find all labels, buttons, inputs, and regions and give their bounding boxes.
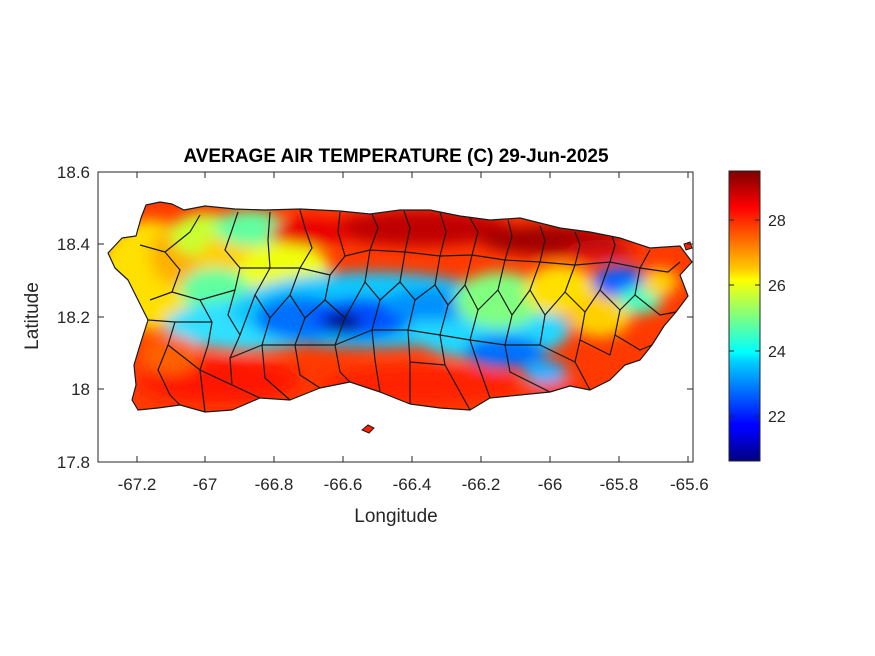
y-tick-label: 18.4 bbox=[57, 235, 90, 254]
x-tick-label: -67.2 bbox=[118, 475, 157, 494]
y-tick-label: 18 bbox=[71, 380, 90, 399]
temperature-field bbox=[108, 202, 692, 412]
y-axis-title: Latitude bbox=[22, 282, 43, 350]
y-tick-label: 17.8 bbox=[57, 453, 90, 472]
x-tick-label: -66 bbox=[538, 475, 563, 494]
x-axis: -67.2 -67 -66.8 -66.6 -66.4 -66.2 -66 -6… bbox=[118, 172, 709, 494]
plot-title: AVERAGE AIR TEMPERATURE (C) 29-Jun-2025 bbox=[183, 146, 609, 167]
colorbar: 28 26 24 22 bbox=[728, 170, 786, 462]
colorbar-tick-label: 24 bbox=[768, 344, 786, 361]
colorbar-tick-label: 22 bbox=[768, 409, 786, 426]
colorbar-tick-label: 28 bbox=[768, 213, 786, 230]
colorbar-gradient bbox=[728, 170, 761, 462]
x-tick-label: -66.8 bbox=[255, 475, 294, 494]
x-tick-label: -65.8 bbox=[600, 475, 639, 494]
x-axis-title: Longitude bbox=[354, 506, 437, 527]
x-tick-label: -66.2 bbox=[462, 475, 501, 494]
y-tick-label: 18.2 bbox=[57, 308, 90, 327]
y-tick-label: 18.6 bbox=[57, 163, 90, 182]
culebrita-island bbox=[683, 241, 693, 251]
colorbar-tick-label: 26 bbox=[768, 278, 786, 295]
x-tick-label: -66.6 bbox=[324, 475, 363, 494]
municipal-boundaries bbox=[107, 201, 693, 413]
y-axis: 18.6 18.4 18.2 18 17.8 bbox=[57, 163, 693, 472]
x-tick-label: -66.4 bbox=[393, 475, 432, 494]
x-tick-label: -67 bbox=[193, 475, 218, 494]
x-tick-label: -65.6 bbox=[670, 475, 709, 494]
caja-de-muertos-island bbox=[361, 424, 375, 434]
island-coastline bbox=[107, 201, 693, 413]
